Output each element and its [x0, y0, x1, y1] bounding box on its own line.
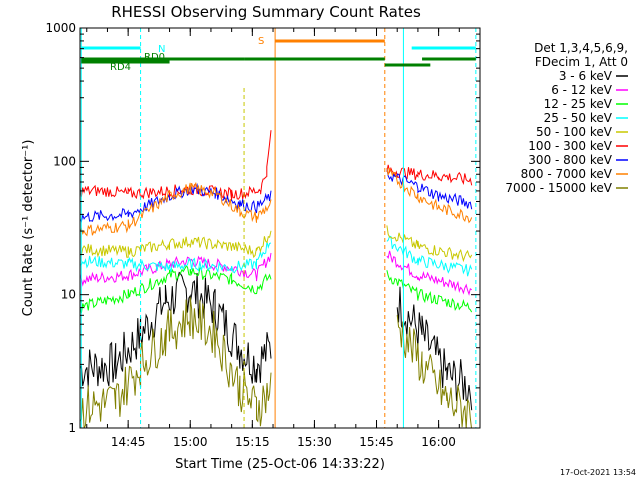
chart-title: RHESSI Observing Summary Count Rates — [111, 3, 421, 21]
x-tick-label-6: 16:00 — [421, 435, 456, 449]
legend-header-line-2: FDecim 1, Att 0 — [535, 55, 628, 69]
legend-entry-9: 7000 - 15000 keV — [505, 181, 612, 195]
legend-entry-2: 6 - 12 keV — [551, 83, 613, 97]
saa-flag-label: S — [258, 36, 264, 47]
rd0-flag-label: RD0 — [144, 52, 165, 63]
night-flag-label: N — [158, 44, 165, 55]
x-tick-label-1: 14:45 — [111, 435, 146, 449]
series-line-5 — [80, 225, 473, 263]
legend-entry-8: 800 - 7000 keV — [521, 167, 613, 181]
series-line-3 — [80, 265, 473, 314]
legend-header-line-1: Det 1,3,4,5,6,9, — [534, 41, 628, 55]
y-axis-label: Count Rate (s⁻¹ detector⁻¹) — [21, 140, 36, 317]
series-line-4 — [80, 235, 473, 277]
plot-frame — [79, 27, 481, 429]
y-tick-label-3: 100 — [53, 154, 76, 168]
series-line-9 — [80, 297, 472, 428]
legend-entry-4: 25 - 50 keV — [544, 111, 613, 125]
generated-timestamp: 17-Oct-2021 13:54 — [560, 468, 636, 477]
series-line-7 — [80, 168, 473, 223]
series-line-1 — [80, 271, 473, 411]
x-tick-label-3: 15:15 — [235, 435, 270, 449]
series-line-2 — [80, 250, 472, 296]
legend-entry-5: 50 - 100 keV — [536, 125, 613, 139]
legend-entry-1: 3 - 6 keV — [559, 69, 613, 83]
x-axis-label: Start Time (25-Oct-06 14:33:22) — [175, 457, 385, 472]
x-tick-label-5: 15:45 — [359, 435, 394, 449]
legend-entry-7: 300 - 800 keV — [528, 153, 612, 167]
legend-entry-6: 100 - 300 keV — [528, 139, 612, 153]
y-tick-label-4: 1000 — [45, 21, 76, 35]
y-tick-label-1: 1 — [68, 421, 76, 435]
x-tick-label-4: 15:30 — [297, 435, 332, 449]
legend-entry-3: 12 - 25 keV — [544, 97, 613, 111]
series-line-8 — [80, 167, 473, 237]
legend: Det 1,3,4,5,6,9, FDecim 1, Att 0 3 - 6 k… — [505, 41, 628, 195]
y-tick-label-2: 10 — [61, 288, 76, 302]
rd4-flag-label: RD4 — [110, 62, 131, 73]
series-line-6 — [80, 130, 473, 200]
x-tick-label-2: 15:00 — [173, 435, 208, 449]
